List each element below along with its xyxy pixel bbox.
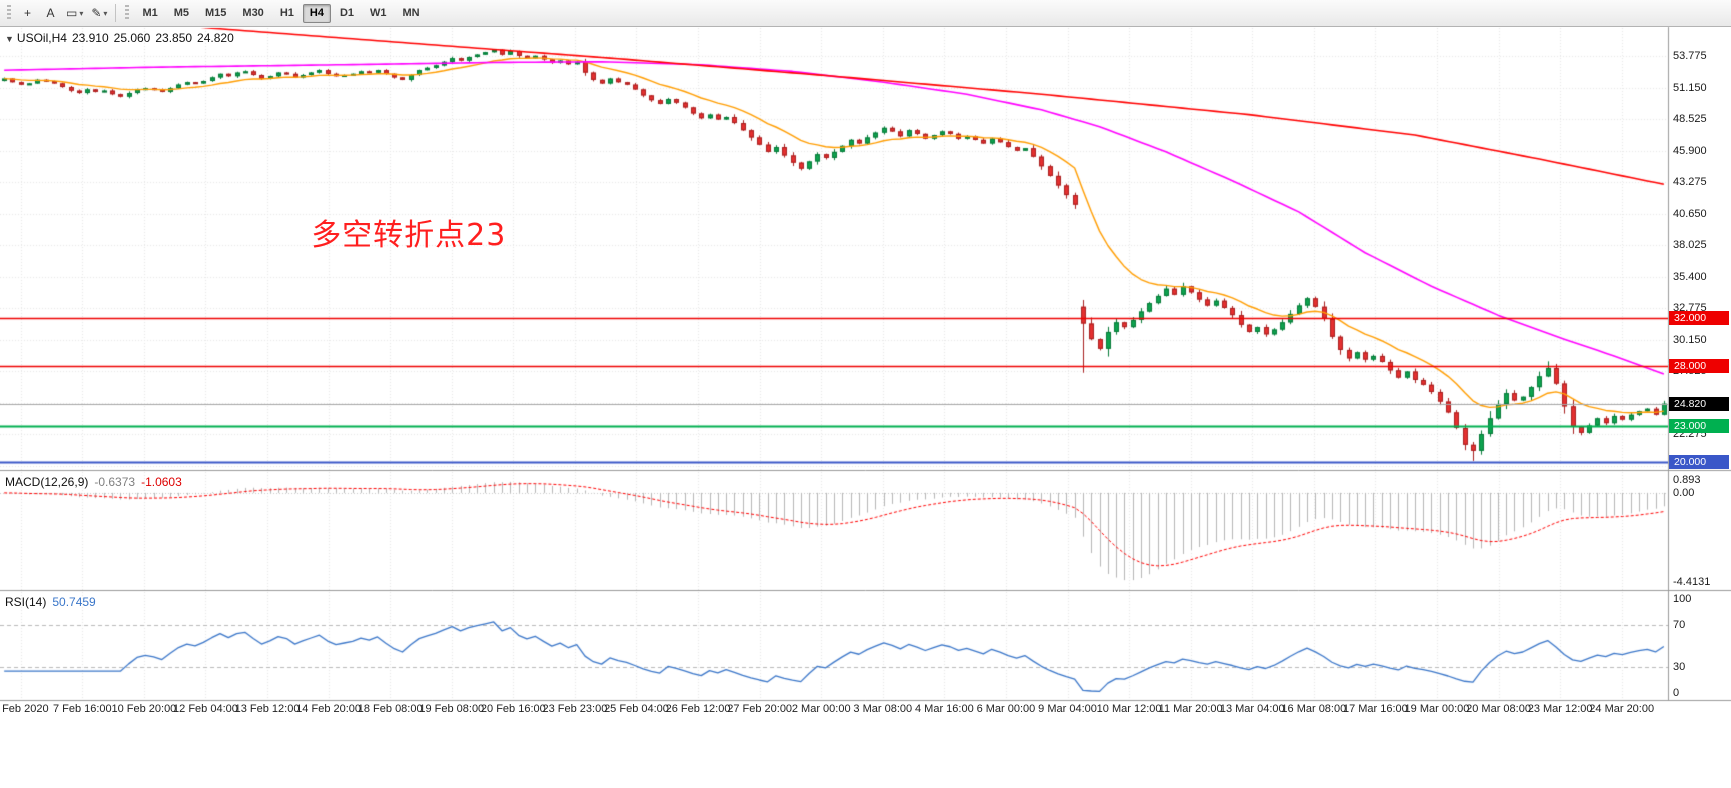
symbol-name: USOil,H4: [16, 31, 67, 45]
price-axis-label: 35.400: [1673, 270, 1707, 283]
chevron-down-icon: ▾: [79, 8, 84, 18]
time-axis-label: 12 Feb 04:00: [173, 703, 238, 715]
chart-header: ▼ USOil,H4 23.910 25.060 23.850 24.820: [5, 31, 239, 45]
time-axis-label: 13 Feb 12:00: [234, 703, 300, 715]
time-axis-label: 4 Mar 16:00: [915, 703, 974, 715]
price-axis-label: 43.275: [1673, 176, 1707, 189]
bid-price-tag: 24.820: [1669, 396, 1729, 411]
time-axis-label: 23 Feb 23:00: [542, 703, 608, 715]
price-axis-label: 45.900: [1673, 144, 1707, 157]
timeframe-button-m15[interactable]: M15: [198, 4, 233, 23]
level-price-tag-20.000: 20.000: [1669, 454, 1729, 469]
rsi-axis-label: 30: [1673, 660, 1686, 673]
time-axis-label: 20 Mar 08:00: [1466, 703, 1531, 715]
chart-menu-icon[interactable]: ▼: [5, 34, 14, 44]
draw-icon: ✎: [91, 6, 102, 20]
price-axis-label: 48.525: [1673, 113, 1707, 126]
ohlc-low: 23.850: [155, 31, 193, 45]
time-axis-label: 23 Mar 12:00: [1527, 703, 1593, 715]
rsi-panel-label: RSI(14) 50.7459: [5, 595, 102, 609]
time-axis-label: 24 Mar 20:00: [1589, 703, 1655, 715]
chart-text-annotation[interactable]: 多空转折点23: [311, 217, 507, 253]
time-axis-label: 25 Feb 04:00: [604, 703, 669, 715]
timeframe-button-m30[interactable]: M30: [235, 4, 270, 23]
time-axis-label: 10 Mar 12:00: [1096, 703, 1162, 715]
timeframes-toolbar: M1 M5 M15 M30 H1 H4 D1 W1 MN: [134, 3, 427, 23]
timeframe-button-h1[interactable]: H1: [273, 4, 301, 23]
timeframe-button-mn[interactable]: MN: [396, 4, 427, 23]
timeframe-button-h4[interactable]: H4: [302, 3, 331, 23]
price-axis-label: 53.775: [1673, 50, 1707, 63]
time-axis-label: 10 Feb 20:00: [111, 703, 177, 715]
chevron-down-icon: ▾: [103, 8, 108, 18]
time-axis-label: 6 Feb 2020: [0, 703, 49, 715]
time-axis-label: 2 Mar 00:00: [791, 703, 851, 715]
ohlc-high: 25.060: [113, 31, 151, 45]
line-studies-toolbar: + A ▭ ▾ ✎ ▾: [16, 3, 111, 24]
rsi-value: 50.7459: [52, 595, 96, 609]
time-axis-label: 16 Mar 08:00: [1281, 703, 1347, 715]
ohlc-close: 24.820: [197, 31, 234, 45]
level-price-tag-32.000: 32.000: [1669, 310, 1729, 325]
time-axis-label: 11 Mar 20:00: [1158, 703, 1223, 715]
shapes-tool-button[interactable]: ▭ ▾: [62, 3, 87, 24]
text-label-icon: A: [46, 6, 55, 20]
toolbar: + A ▭ ▾ ✎ ▾ M1 M5 M15 M30 H1 H4 D1 W1 MN: [0, 0, 1731, 27]
draw-tool-button[interactable]: ✎ ▾: [87, 3, 111, 24]
ohlc-open: 23.910: [71, 31, 109, 45]
time-axis-label: 17 Mar 16:00: [1342, 703, 1408, 715]
time-axis-label: 19 Mar 00:00: [1404, 703, 1470, 715]
toolbar-grip-2[interactable]: [125, 5, 130, 21]
price-axis-label: 40.650: [1673, 207, 1707, 220]
rsi-axis-label: 70: [1673, 619, 1686, 632]
toolbar-separator: [115, 4, 117, 22]
time-axis-label: 26 Feb 12:00: [665, 703, 731, 715]
text-label-tool-button[interactable]: A: [39, 3, 62, 24]
crosshair-tool-button[interactable]: +: [16, 3, 39, 24]
rsi-axis-label: 100: [1673, 593, 1692, 605]
time-axis-label: 6 Mar 00:00: [976, 703, 1036, 715]
time-axis-label: 20 Feb 16:00: [480, 703, 546, 715]
time-axis-label: 3 Mar 08:00: [853, 703, 913, 715]
time-axis-label: 9 Mar 04:00: [1038, 703, 1097, 715]
timeframe-button-m1[interactable]: M1: [135, 4, 164, 23]
macd-name: MACD(12,26,9): [5, 475, 89, 489]
level-price-tag-23.000: 23.000: [1669, 418, 1729, 433]
rsi-axis-label: 0: [1673, 687, 1680, 699]
price-axis-label: 30.150: [1673, 333, 1707, 346]
time-axis-label: 13 Mar 04:00: [1219, 703, 1285, 715]
macd-signal-value: -1.0603: [141, 475, 182, 489]
price-axis-label: 51.150: [1673, 81, 1707, 94]
macd-axis-label: 0.00: [1673, 486, 1695, 499]
timeframe-button-w1[interactable]: W1: [363, 4, 394, 23]
time-axis-label: 27 Feb 20:00: [727, 703, 793, 715]
time-axis-label: 7 Feb 16:00: [52, 703, 112, 715]
macd-axis-label: 0.893: [1673, 474, 1701, 486]
time-axis-label: 19 Feb 08:00: [419, 703, 485, 715]
time-axis-label: 18 Feb 08:00: [357, 703, 423, 715]
price-axis-label: 38.025: [1673, 239, 1707, 252]
timeframe-button-d1[interactable]: D1: [333, 4, 361, 23]
macd-axis-label: -4.4131: [1673, 576, 1711, 588]
timeframe-button-m5[interactable]: M5: [167, 4, 196, 23]
time-axis-label: 14 Feb 20:00: [296, 703, 362, 715]
level-price-tag-28.000: 28.000: [1669, 358, 1729, 373]
rsi-name: RSI(14): [5, 595, 47, 609]
macd-panel-label: MACD(12,26,9) -0.6373 -1.0603: [5, 475, 188, 489]
crosshair-icon: +: [23, 6, 31, 20]
toolbar-grip[interactable]: [7, 5, 11, 21]
macd-main-value: -0.6373: [94, 475, 136, 489]
shapes-icon: ▭: [66, 6, 78, 20]
